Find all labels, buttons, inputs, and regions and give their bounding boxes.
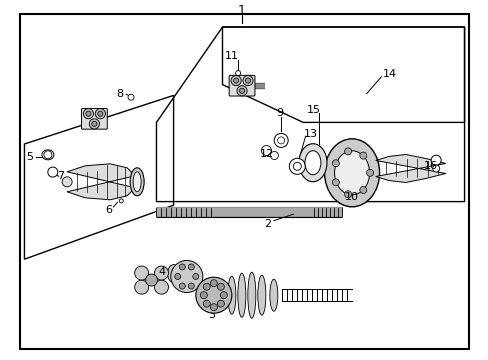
Circle shape bbox=[332, 160, 339, 167]
Circle shape bbox=[274, 134, 287, 147]
Circle shape bbox=[217, 283, 224, 290]
Circle shape bbox=[359, 186, 366, 194]
Circle shape bbox=[233, 78, 238, 83]
Circle shape bbox=[432, 165, 439, 172]
Ellipse shape bbox=[42, 150, 54, 160]
Circle shape bbox=[83, 109, 93, 119]
Circle shape bbox=[243, 76, 253, 86]
Text: 9: 9 bbox=[276, 108, 283, 118]
Text: 1: 1 bbox=[238, 4, 245, 17]
Circle shape bbox=[359, 152, 366, 159]
Circle shape bbox=[89, 119, 99, 129]
Circle shape bbox=[145, 274, 157, 286]
Polygon shape bbox=[67, 164, 135, 200]
Circle shape bbox=[134, 266, 148, 280]
Circle shape bbox=[277, 137, 284, 144]
Text: 14: 14 bbox=[383, 69, 396, 79]
Circle shape bbox=[179, 264, 185, 270]
Circle shape bbox=[179, 283, 185, 289]
Text: 7: 7 bbox=[58, 171, 64, 181]
Circle shape bbox=[119, 199, 123, 203]
Ellipse shape bbox=[298, 144, 326, 182]
Circle shape bbox=[134, 280, 148, 294]
Circle shape bbox=[154, 266, 168, 280]
Circle shape bbox=[289, 158, 305, 174]
Circle shape bbox=[270, 152, 278, 159]
Circle shape bbox=[188, 264, 194, 270]
Text: 15: 15 bbox=[306, 105, 320, 115]
Circle shape bbox=[293, 162, 301, 170]
Ellipse shape bbox=[133, 172, 141, 192]
Circle shape bbox=[200, 292, 207, 299]
FancyBboxPatch shape bbox=[81, 108, 107, 129]
Text: 16: 16 bbox=[424, 161, 437, 171]
Ellipse shape bbox=[217, 280, 225, 310]
Text: 12: 12 bbox=[259, 149, 273, 159]
Text: 3: 3 bbox=[207, 310, 214, 320]
Circle shape bbox=[98, 111, 102, 116]
Circle shape bbox=[430, 155, 440, 165]
Circle shape bbox=[174, 274, 181, 279]
Text: 4: 4 bbox=[159, 267, 165, 277]
Text: 13: 13 bbox=[303, 129, 317, 139]
Circle shape bbox=[235, 71, 240, 76]
Circle shape bbox=[203, 300, 210, 307]
Circle shape bbox=[344, 191, 351, 198]
Circle shape bbox=[128, 94, 134, 100]
Circle shape bbox=[237, 86, 246, 96]
Circle shape bbox=[245, 78, 250, 83]
Text: 6: 6 bbox=[105, 204, 112, 215]
Circle shape bbox=[220, 292, 227, 299]
Circle shape bbox=[48, 167, 58, 177]
Text: 2: 2 bbox=[264, 219, 270, 229]
Circle shape bbox=[217, 300, 224, 307]
Circle shape bbox=[203, 283, 210, 290]
Ellipse shape bbox=[247, 272, 255, 318]
Circle shape bbox=[188, 283, 194, 289]
Circle shape bbox=[366, 169, 373, 176]
Circle shape bbox=[344, 148, 351, 155]
Circle shape bbox=[192, 274, 199, 279]
Ellipse shape bbox=[324, 139, 379, 207]
Circle shape bbox=[210, 304, 217, 311]
Circle shape bbox=[44, 151, 52, 159]
Circle shape bbox=[92, 121, 97, 126]
Ellipse shape bbox=[167, 265, 179, 283]
Circle shape bbox=[170, 261, 203, 292]
Circle shape bbox=[261, 145, 271, 156]
Ellipse shape bbox=[334, 151, 369, 195]
Circle shape bbox=[62, 177, 72, 187]
Circle shape bbox=[195, 277, 231, 313]
FancyBboxPatch shape bbox=[229, 75, 254, 96]
Circle shape bbox=[239, 88, 244, 93]
Ellipse shape bbox=[130, 168, 144, 196]
Ellipse shape bbox=[227, 276, 235, 314]
Circle shape bbox=[95, 109, 105, 119]
Circle shape bbox=[154, 280, 168, 294]
Text: 11: 11 bbox=[225, 51, 239, 61]
Circle shape bbox=[332, 179, 339, 186]
Circle shape bbox=[86, 111, 91, 116]
Text: 5: 5 bbox=[26, 152, 33, 162]
Circle shape bbox=[230, 76, 241, 86]
Ellipse shape bbox=[237, 273, 245, 317]
Ellipse shape bbox=[257, 275, 265, 315]
Text: 8: 8 bbox=[116, 89, 123, 99]
Circle shape bbox=[210, 280, 217, 287]
Polygon shape bbox=[375, 154, 445, 183]
Text: 10: 10 bbox=[345, 192, 358, 202]
Ellipse shape bbox=[269, 279, 277, 311]
Ellipse shape bbox=[305, 151, 320, 175]
